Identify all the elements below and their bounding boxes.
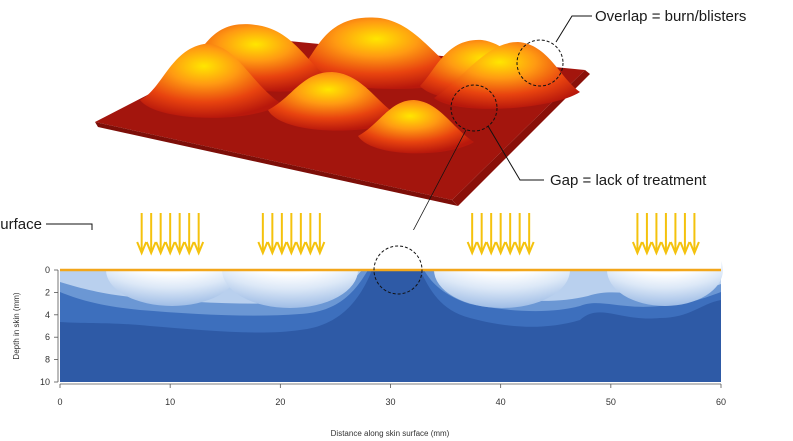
x-tick-label: 0 <box>57 397 62 407</box>
hill <box>140 43 282 118</box>
overlap-highlight-circle <box>516 39 564 87</box>
surface-label: Skin surface <box>0 216 42 233</box>
laser-arrow <box>174 213 186 256</box>
hill <box>300 17 470 89</box>
y-tick-label: 10 <box>40 377 50 387</box>
gap-callout: Gap = lack of treatment <box>487 125 707 189</box>
y-tick-label: 0 <box>45 265 50 275</box>
y-tick-label: 8 <box>45 355 50 365</box>
laser-arrow <box>145 213 157 256</box>
overlap-leader-line <box>555 15 592 43</box>
laser-arrow <box>631 213 643 256</box>
y-axis-title: Depth in skin (mm) <box>12 292 21 359</box>
x-tick-label: 10 <box>165 397 175 407</box>
x-tick-label: 50 <box>606 397 616 407</box>
laser-arrow <box>266 213 278 256</box>
laser-arrow <box>485 213 497 256</box>
laser-arrow <box>495 213 507 256</box>
laser-arrow <box>257 213 269 256</box>
hill <box>268 72 402 131</box>
laser-arrow <box>650 213 662 256</box>
laser-arrow <box>523 213 535 256</box>
laser-arrow <box>183 213 195 256</box>
gap-leader-line <box>487 125 544 181</box>
overlap-label: Overlap = burn/blisters <box>595 8 746 25</box>
laser-arrow <box>641 213 653 256</box>
laser-arrow <box>164 213 176 256</box>
x-tick-label: 40 <box>496 397 506 407</box>
y-tick-label: 6 <box>45 332 50 342</box>
overlap-callout: Overlap = burn/blisters <box>555 8 746 43</box>
x-axis-ticks: 0 10 20 30 40 50 60 <box>57 384 726 407</box>
laser-arrow <box>504 213 516 256</box>
laser-arrow <box>688 213 700 256</box>
laser-arrow <box>669 213 681 256</box>
surface-plateau-right-edge <box>452 70 590 206</box>
laser-arrow <box>476 213 488 256</box>
gap-cross-section-circle <box>373 245 423 295</box>
gap-connector-line <box>403 129 467 249</box>
hill <box>358 100 474 154</box>
laser-arrow <box>276 213 288 256</box>
x-tick-label: 30 <box>385 397 395 407</box>
laser-arrow <box>155 213 167 256</box>
y-tick-label: 4 <box>45 310 50 320</box>
laser-arrow <box>193 213 205 256</box>
heat-surface-3d <box>95 17 590 206</box>
gap-label: Gap = lack of treatment <box>550 172 707 189</box>
laser-arrow <box>466 213 478 256</box>
laser-arrow <box>314 213 326 256</box>
y-tick-label: 2 <box>45 287 50 297</box>
laser-arrow <box>295 213 307 256</box>
laser-arrow <box>660 213 672 256</box>
cross-section-plot: 0 2 4 6 8 10 Depth in skin (mm) 0 10 20 30 40 50 60… <box>12 213 726 438</box>
hill <box>434 42 580 109</box>
laser-arrow <box>136 213 148 256</box>
laser-arrow <box>679 213 691 256</box>
laser-arrow <box>304 213 316 256</box>
x-tick-label: 60 <box>716 397 726 407</box>
gap-highlight-circle <box>450 84 498 132</box>
y-axis-ticks: 0 2 4 6 8 10 <box>40 265 58 387</box>
x-axis-title: Distance along skin surface (mm) <box>331 429 450 438</box>
surface-plateau-edge <box>95 122 458 206</box>
x-tick-label: 20 <box>275 397 285 407</box>
laser-arrow <box>285 213 297 256</box>
laser-arrow <box>514 213 526 256</box>
laser-arrows <box>136 213 700 256</box>
